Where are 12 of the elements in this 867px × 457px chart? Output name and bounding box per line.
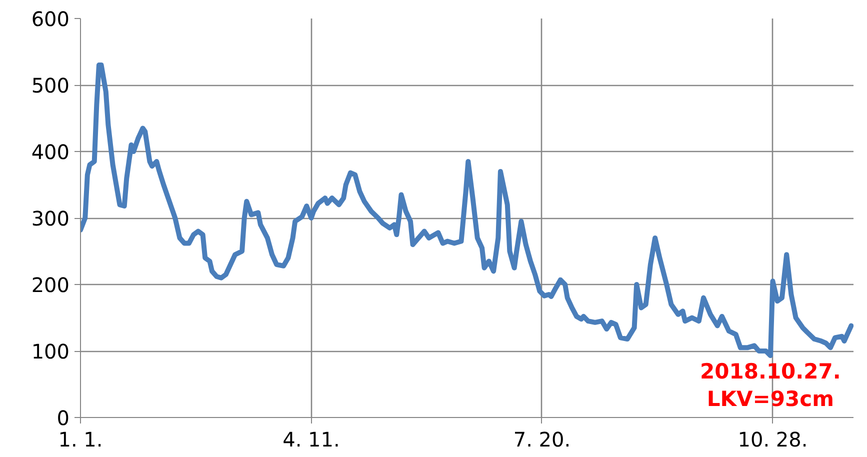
x-tick-label: 4. 11. xyxy=(282,428,340,452)
x-tick-label: 10. 28. xyxy=(738,428,808,452)
y-tick-label: 300 xyxy=(31,206,70,230)
y-tick-label: 0 xyxy=(56,406,70,430)
annotation: 2018.10.27. LKV=93cm xyxy=(700,360,841,412)
x-tick-label: 7. 20. xyxy=(513,428,571,452)
y-tick-label: 500 xyxy=(31,74,70,98)
x-tick-label: 1. 1. xyxy=(58,428,103,452)
y-tick-label: 600 xyxy=(31,7,70,31)
y-tick-label: 400 xyxy=(31,140,70,164)
y-tick-label: 200 xyxy=(31,273,70,297)
y-tick-label: 100 xyxy=(31,340,70,364)
